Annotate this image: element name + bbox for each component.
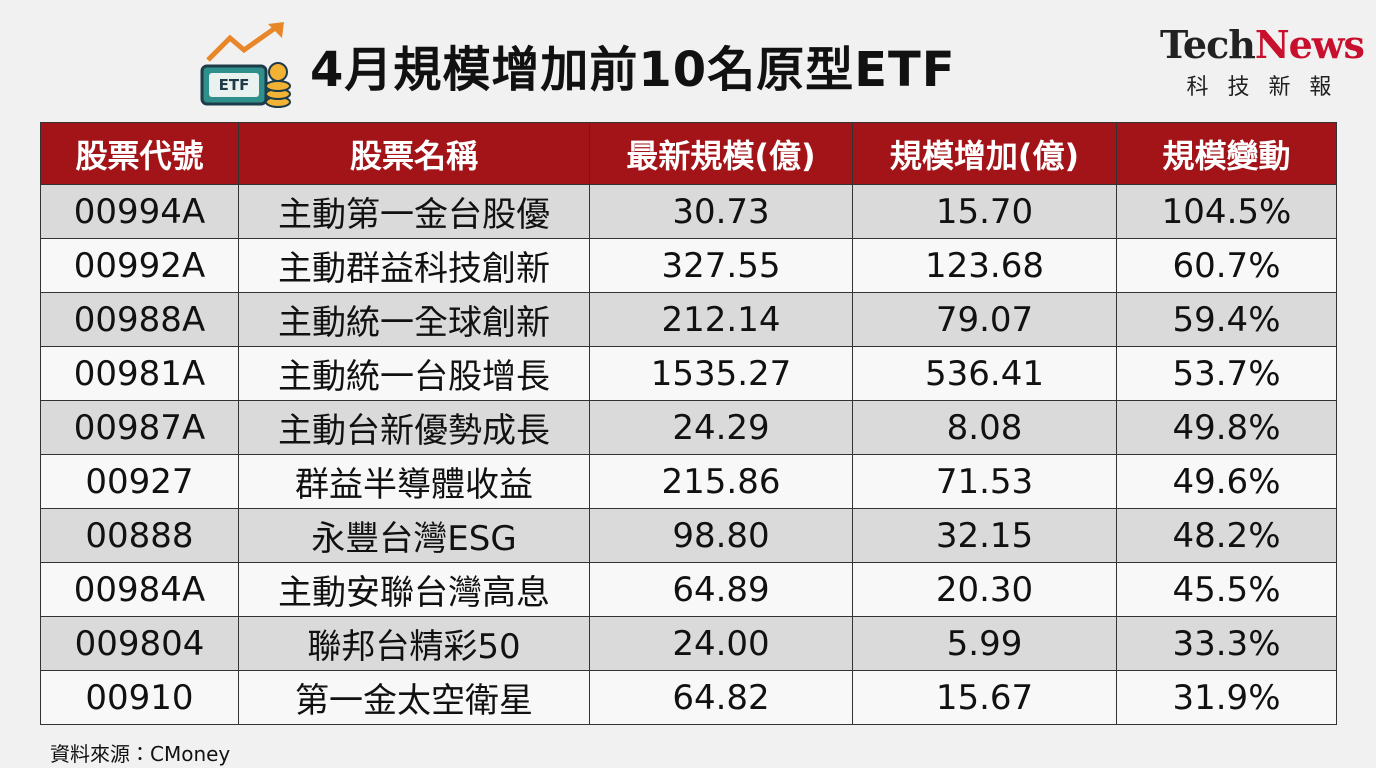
- logo-part: News: [1254, 22, 1365, 67]
- table-cell: 00927: [40, 454, 239, 509]
- table-cell: 主動統一全球創新: [238, 292, 590, 347]
- table-cell: 00888: [40, 508, 239, 563]
- header-row: 股票代號 股票名稱 最新規模(億) 規模增加(億) 規模變動: [40, 122, 1337, 185]
- table-cell: 212.14: [589, 292, 853, 347]
- table-cell: 45.5%: [1116, 562, 1337, 617]
- table-cell: 15.70: [852, 184, 1117, 239]
- table-cell: 00984A: [40, 562, 239, 617]
- table-cell: 009804: [40, 616, 239, 671]
- table-cell: 327.55: [589, 238, 853, 293]
- table: 股票代號 股票名稱 最新規模(億) 規模增加(億) 規模變動 00994A 主動第一金台股…: [40, 122, 1337, 725]
- table-row: 00927 群益半導體收益 215.86 71.53 49.6%: [40, 454, 1337, 509]
- table-cell: 104.5%: [1116, 184, 1337, 239]
- title: 4月規模增加前10名原型ETF: [310, 42, 956, 98]
- table-cell: 00992A: [40, 238, 239, 293]
- table-cell: 20.30: [852, 562, 1117, 617]
- table-cell: 15.67: [852, 670, 1117, 725]
- table-row: 00981A 主動統一台股增長 1535.27 536.41 53.7%: [40, 346, 1337, 401]
- table-cell: 00987A: [40, 400, 239, 455]
- table-row: 00984A 主動安聯台灣高息 64.89 20.30 45.5%: [40, 562, 1337, 617]
- table-row: 00987A 主動台新優勢成長 24.29 8.08 49.8%: [40, 400, 1337, 455]
- table-row: 009804 聯邦台精彩50 24.00 5.99 33.3%: [40, 616, 1337, 671]
- table-cell: 49.8%: [1116, 400, 1337, 455]
- table-cell: 群益半導體收益: [238, 454, 590, 509]
- table-row: 00888 永豐台灣ESG 98.80 32.15 48.2%: [40, 508, 1337, 563]
- table-cell: 64.89: [589, 562, 853, 617]
- logo-wordmark: TechNews: [1160, 22, 1365, 67]
- column-header: 股票名稱: [238, 122, 590, 185]
- table-cell: 主動台新優勢成長: [238, 400, 590, 455]
- icon-coin: [265, 80, 291, 92]
- table-cell: 00910: [40, 670, 239, 725]
- column-header: 規模增加(億): [852, 122, 1117, 185]
- table-cell: 53.7%: [1116, 346, 1337, 401]
- column-header: 規模變動: [1116, 122, 1337, 185]
- table-body: 00994A 主動第一金台股優 30.73 15.70 104.5% 00992A 主動群益…: [40, 184, 1337, 725]
- icon-arrow: [206, 23, 280, 62]
- table-cell: 79.07: [852, 292, 1117, 347]
- table-cell: 33.3%: [1116, 616, 1337, 671]
- table-cell: 5.99: [852, 616, 1117, 671]
- table-row: 00988A 主動統一全球創新 212.14 79.07 59.4%: [40, 292, 1337, 347]
- table-cell: 1535.27: [589, 346, 853, 401]
- icon-card-inner: [209, 73, 259, 97]
- table-cell: 第一金太空衛星: [238, 670, 590, 725]
- logo: TechNews 科 技 新 報: [1160, 22, 1365, 101]
- table-cell: 永豐台灣ESG: [238, 508, 590, 563]
- table-cell: 30.73: [589, 184, 853, 239]
- table-cell: 49.6%: [1116, 454, 1337, 509]
- logo-subtitle: 科 技 新 報: [1186, 75, 1338, 100]
- table-row: 00992A 主動群益科技創新 327.55 123.68 60.7%: [40, 238, 1337, 293]
- table-cell: 536.41: [852, 346, 1117, 401]
- table-cell: 24.29: [589, 400, 853, 455]
- table-cell: 主動統一台股增長: [238, 346, 590, 401]
- logo-part: Tech: [1160, 22, 1256, 67]
- column-header: 股票代號: [40, 122, 239, 185]
- etf-icon: ETF: [200, 22, 291, 108]
- table-cell: 31.9%: [1116, 670, 1337, 725]
- table-cell: 00981A: [40, 346, 239, 401]
- table-cell: 123.68: [852, 238, 1117, 293]
- table-cell: 60.7%: [1116, 238, 1337, 293]
- table-cell: 48.2%: [1116, 508, 1337, 563]
- table-cell: 主動群益科技創新: [238, 238, 590, 293]
- table-cell: 215.86: [589, 454, 853, 509]
- table-cell: 59.4%: [1116, 292, 1337, 347]
- column-header: 最新規模(億): [589, 122, 853, 185]
- table-row: 00910 第一金太空衛星 64.82 15.67 31.9%: [40, 670, 1337, 725]
- table-cell: 32.15: [852, 508, 1117, 563]
- table-cell: 主動第一金台股優: [238, 184, 590, 239]
- table-cell: 71.53: [852, 454, 1117, 509]
- icon-coin: [268, 62, 288, 82]
- table-cell: 24.00: [589, 616, 853, 671]
- icon-arrowhead: [268, 22, 284, 38]
- table-cell: 98.80: [589, 508, 853, 563]
- table-row: 00994A 主動第一金台股優 30.73 15.70 104.5%: [40, 184, 1337, 239]
- table-cell: 00988A: [40, 292, 239, 347]
- table-cell: 00994A: [40, 184, 239, 239]
- table-cell: 主動安聯台灣高息: [238, 562, 590, 617]
- table-cell: 64.82: [589, 670, 853, 725]
- icon-label: ETF: [219, 76, 250, 94]
- table-cell: 8.08: [852, 400, 1117, 455]
- table-cell: 聯邦台精彩50: [238, 616, 590, 671]
- source: 資料來源：CMoney: [50, 742, 231, 766]
